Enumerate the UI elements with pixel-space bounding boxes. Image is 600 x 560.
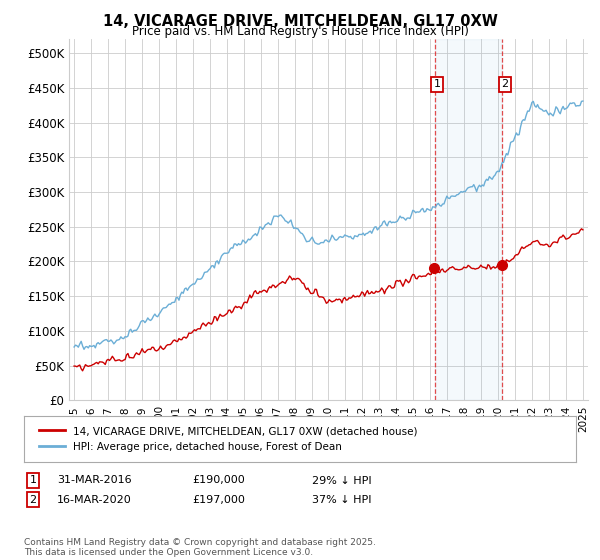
Text: Contains HM Land Registry data © Crown copyright and database right 2025.
This d: Contains HM Land Registry data © Crown c… (24, 538, 376, 557)
Text: 2: 2 (29, 494, 37, 505)
Text: 29% ↓ HPI: 29% ↓ HPI (312, 475, 371, 486)
Text: 2: 2 (502, 80, 508, 90)
Text: 31-MAR-2016: 31-MAR-2016 (57, 475, 131, 486)
Text: 14, VICARAGE DRIVE, MITCHELDEAN, GL17 0XW: 14, VICARAGE DRIVE, MITCHELDEAN, GL17 0X… (103, 14, 497, 29)
Text: 1: 1 (434, 80, 440, 90)
Text: 16-MAR-2020: 16-MAR-2020 (57, 494, 132, 505)
Text: £190,000: £190,000 (192, 475, 245, 486)
Text: 1: 1 (29, 475, 37, 486)
Text: £197,000: £197,000 (192, 494, 245, 505)
Bar (434, 39, 502, 400)
Legend: 14, VICARAGE DRIVE, MITCHELDEAN, GL17 0XW (detached house), HPI: Average price, : 14, VICARAGE DRIVE, MITCHELDEAN, GL17 0X… (35, 422, 422, 456)
Text: Price paid vs. HM Land Registry's House Price Index (HPI): Price paid vs. HM Land Registry's House … (131, 25, 469, 38)
Text: 37% ↓ HPI: 37% ↓ HPI (312, 494, 371, 505)
